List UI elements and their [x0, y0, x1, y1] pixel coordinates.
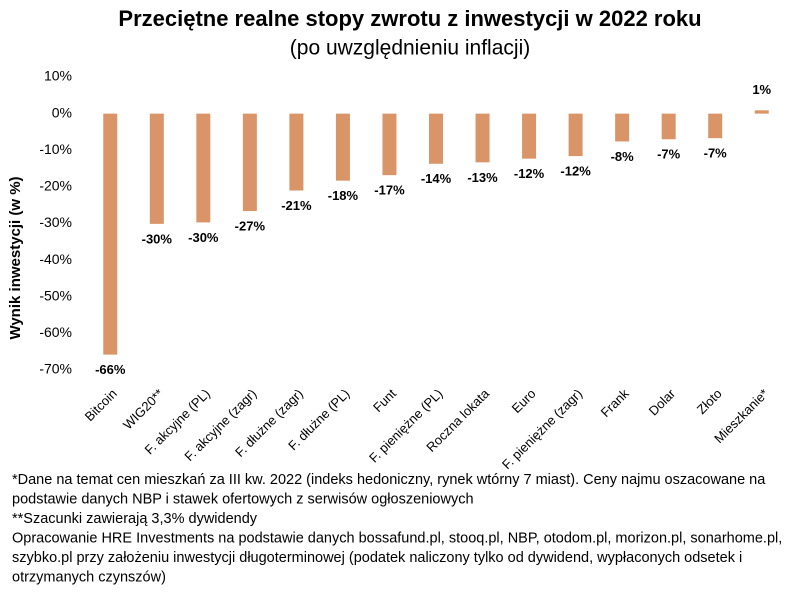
bar [429, 113, 443, 164]
y-tick-label: -30% [39, 214, 72, 230]
footnote: podstawie danych NBP i stawek ofertowych… [12, 491, 474, 507]
y-tick-label: -60% [39, 324, 72, 340]
bar [335, 113, 350, 181]
footnote: szybko.pl przy założeniu inwestycji dług… [12, 550, 742, 566]
bar [615, 113, 630, 142]
value-label: -12% [560, 164, 591, 179]
y-tick-label: 0% [52, 104, 72, 120]
value-label: -7% [704, 146, 728, 161]
bar [568, 113, 583, 157]
footnote: **Szacunki zawierają 3,3% dywidendy [12, 511, 258, 527]
bar [289, 113, 304, 191]
bar [382, 113, 397, 176]
value-label: -21% [281, 198, 312, 213]
value-label: -13% [467, 170, 498, 185]
bar [196, 113, 211, 223]
bar [708, 113, 723, 139]
bar [103, 113, 118, 355]
value-label: -8% [611, 149, 635, 164]
bar [242, 113, 257, 212]
y-tick-label: -40% [39, 251, 72, 267]
chart-title: Przeciętne realne stopy zwrotu z inwesty… [118, 6, 701, 31]
value-label: 1% [752, 82, 771, 97]
x-tick-label: Funt [370, 386, 399, 415]
value-label: -27% [235, 218, 266, 233]
x-tick-label: Złoto [694, 386, 725, 417]
bar [475, 113, 490, 163]
value-label: -66% [95, 362, 126, 377]
y-tick-label: -70% [39, 361, 72, 377]
x-tick-label: Frank [598, 386, 632, 420]
value-label: -18% [328, 188, 359, 203]
y-tick-label: -10% [39, 141, 72, 157]
bar [522, 113, 537, 159]
footnote: *Dane na temat cen mieszkań za III kw. 2… [12, 472, 766, 488]
bar [754, 110, 769, 114]
x-tick-label: Dolar [646, 385, 679, 418]
value-label: -17% [374, 183, 405, 198]
value-label: -30% [142, 231, 173, 246]
footnote: otrzymanych czynszów) [12, 569, 166, 585]
chart-subtitle: (po uwzględnieniu inflacji) [290, 37, 530, 60]
x-tick-label: Bitcoin [82, 386, 120, 424]
y-tick-label: -50% [39, 287, 72, 303]
value-label: -7% [657, 147, 681, 162]
x-tick-label: F. pieniężne (zagr) [499, 386, 585, 472]
value-label: -14% [421, 171, 452, 186]
y-axis-title: Wynik inwestycji (w %) [7, 176, 24, 339]
y-tick-label: -20% [39, 178, 72, 194]
footnote: Opracowanie HRE Investments na podstawie… [12, 530, 782, 546]
value-label: -30% [188, 230, 219, 245]
y-tick-label: 10% [44, 68, 72, 84]
x-tick-label: WIG20** [120, 386, 166, 432]
bar [661, 113, 676, 140]
bar [149, 113, 164, 224]
x-tick-label: Euro [509, 386, 539, 416]
value-label: -12% [514, 166, 545, 181]
